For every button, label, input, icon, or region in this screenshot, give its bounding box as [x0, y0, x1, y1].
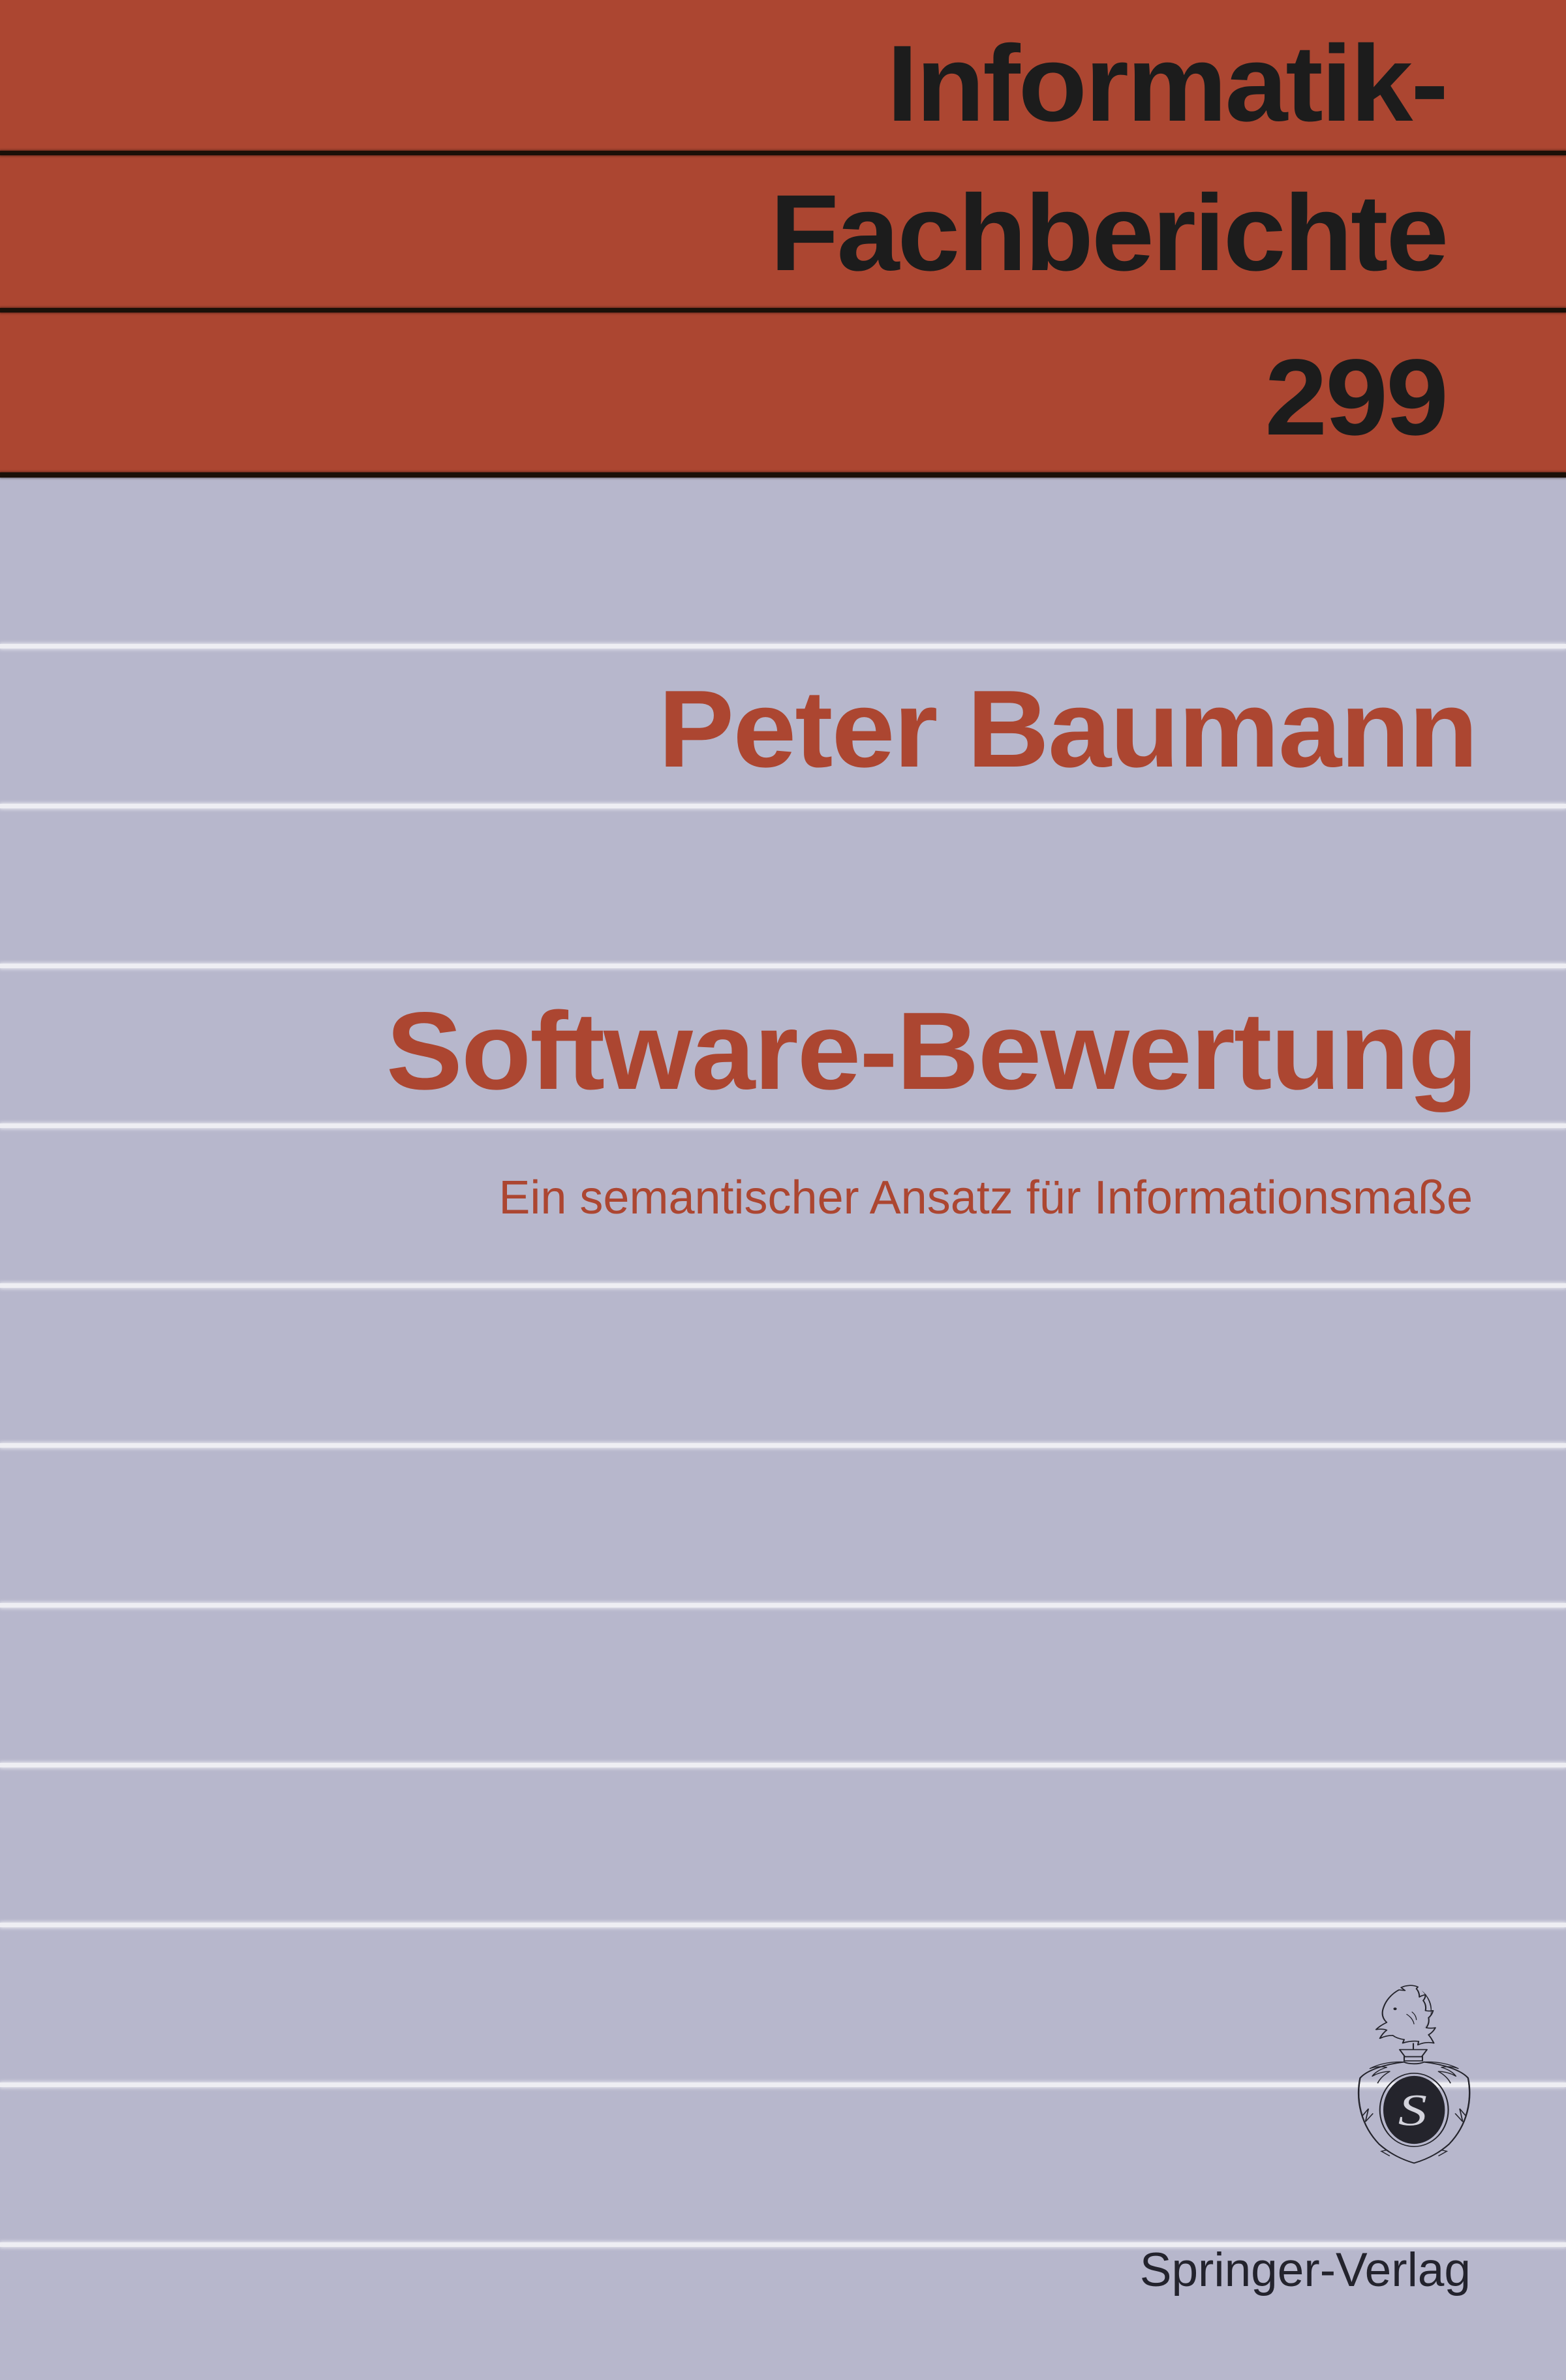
svg-text:S: S [1398, 2086, 1427, 2135]
